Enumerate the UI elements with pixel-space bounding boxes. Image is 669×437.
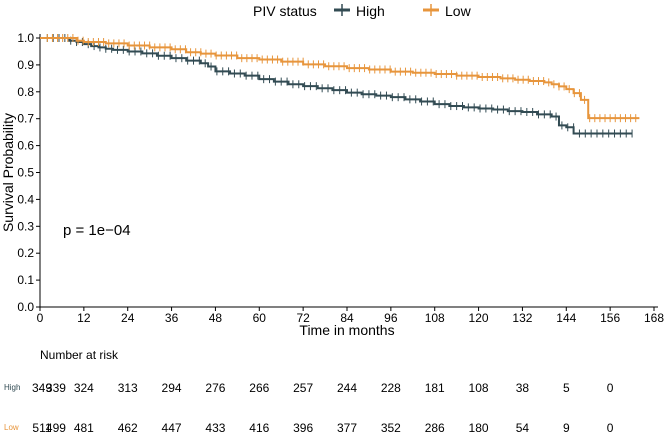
- risk-count: 377: [337, 421, 357, 435]
- y-tick-label: 0.0: [17, 300, 34, 314]
- x-tick-label: 84: [340, 311, 354, 325]
- risk-count: 54: [516, 421, 530, 435]
- y-tick-label: 0.2: [17, 246, 34, 260]
- y-tick-label: 0.8: [17, 85, 34, 99]
- y-tick-label: 1.0: [17, 31, 34, 45]
- x-axis-title: Time in months: [299, 322, 394, 338]
- risk-row-label-low: Low: [4, 423, 19, 432]
- x-tick-label: 24: [121, 311, 135, 325]
- survival-curve-high: [40, 37, 633, 135]
- legend-entry-high: High: [356, 3, 385, 19]
- risk-count: 286: [425, 421, 445, 435]
- risk-count: 481: [74, 421, 94, 435]
- risk-count: 313: [118, 381, 138, 395]
- y-tick-label: 0.1: [17, 273, 34, 287]
- risk-count: 5: [563, 381, 570, 395]
- annotation-group: p = 1e−04: [63, 222, 131, 239]
- y-tick-label: 0.7: [17, 112, 34, 126]
- risk-count: 433: [205, 421, 225, 435]
- legend-entry-low: Low: [445, 3, 472, 19]
- risk-count: 462: [118, 421, 138, 435]
- risk-count: 276: [205, 381, 225, 395]
- x-tick-label: 144: [556, 311, 576, 325]
- risk-count: 511: [32, 421, 51, 435]
- risk-count: 180: [469, 421, 489, 435]
- risk-row-label-high: High: [4, 383, 20, 392]
- y-tick-label: 0.5: [17, 166, 34, 180]
- risk-count: 499: [46, 421, 66, 435]
- risk-count: 0: [607, 421, 614, 435]
- x-tick-label: 36: [165, 311, 179, 325]
- x-tick-label: 168: [644, 311, 664, 325]
- x-tick-label: 60: [253, 311, 267, 325]
- risk-count: 447: [162, 421, 182, 435]
- x-tick-label: 96: [384, 311, 398, 325]
- x-tick-label: 156: [600, 311, 620, 325]
- risk-count: 181: [425, 381, 445, 395]
- risk-count: 349: [32, 381, 52, 395]
- risk-count: 257: [293, 381, 313, 395]
- x-tick-label: 108: [425, 311, 445, 325]
- risk-count: 38: [516, 381, 530, 395]
- risk-table-title: Number at risk: [40, 348, 119, 362]
- risk-count: 416: [249, 421, 269, 435]
- x-tick-label: 120: [469, 311, 489, 325]
- risk-count: 339: [46, 381, 66, 395]
- risk-count: 352: [381, 421, 401, 435]
- y-tick-label: 0.9: [17, 58, 34, 72]
- x-tick-label: 72: [296, 311, 310, 325]
- y-axis: 0.0 0.1 0.2 0.3 0.4 0.5 0.6 0.7 0.8 0.9 1.0 Surviva…: [0, 31, 40, 314]
- risk-count: 9: [563, 421, 570, 435]
- risk-count: 324: [74, 381, 94, 395]
- x-tick-label: 12: [77, 311, 91, 325]
- plot-frame: [39, 34, 658, 308]
- survival-curve-low: [40, 37, 640, 120]
- x-tick-label: 48: [209, 311, 223, 325]
- risk-count: 266: [249, 381, 269, 395]
- risk-count: 244: [337, 381, 357, 395]
- x-axis: 0 12 24 36 48 60 72 84 96 108 120 132 144 156 168 Time …: [37, 307, 664, 338]
- risk-count: 228: [381, 381, 401, 395]
- y-tick-label: 0.3: [17, 219, 34, 233]
- y-tick-label: 0.6: [17, 139, 34, 153]
- risk-count: 108: [469, 381, 489, 395]
- y-tick-label: 0.4: [17, 192, 34, 206]
- x-tick-label: 0: [37, 311, 44, 325]
- risk-count: 0: [607, 381, 614, 395]
- x-tick-label: 132: [512, 311, 532, 325]
- p-value-annotation: p = 1e−04: [63, 222, 131, 239]
- y-axis-title: Survival Probability: [0, 113, 16, 232]
- series-group: [40, 34, 640, 138]
- risk-count: 294: [162, 381, 182, 395]
- series-low: [40, 34, 640, 123]
- risk-count: 396: [293, 421, 313, 435]
- legend-title: PIV status: [253, 3, 317, 19]
- legend: PIV status High Low: [253, 3, 472, 19]
